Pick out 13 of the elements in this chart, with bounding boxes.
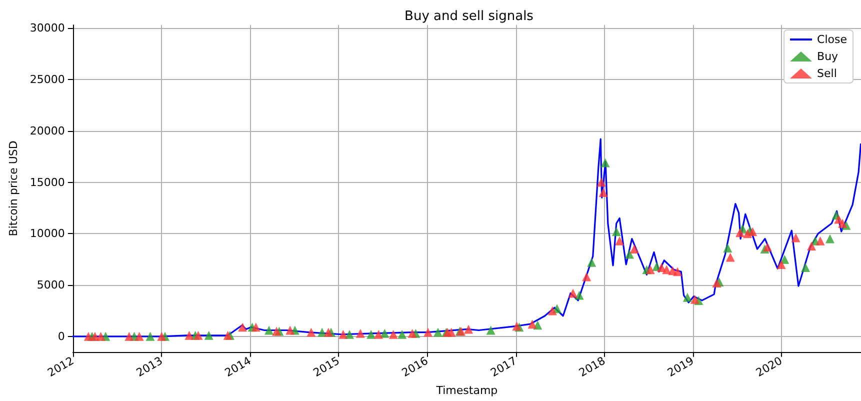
y-tick-label: 10000 xyxy=(30,227,65,240)
y-tick-label: 5000 xyxy=(36,278,65,292)
y-tick-label: 0 xyxy=(58,330,65,343)
x-axis-title: Timestamp xyxy=(435,384,498,397)
y-tick-label: 30000 xyxy=(30,22,65,35)
y-tick-label: 25000 xyxy=(30,72,65,86)
chart-title: Buy and sell signals xyxy=(404,9,534,24)
legend-label: Close xyxy=(817,33,848,46)
legend-label: Sell xyxy=(817,67,837,80)
legend-label: Buy xyxy=(817,50,839,63)
y-axis-title: Bitcoin price USD xyxy=(7,140,20,236)
y-tick-label: 20000 xyxy=(30,124,65,138)
y-tick-label: 15000 xyxy=(30,176,65,189)
